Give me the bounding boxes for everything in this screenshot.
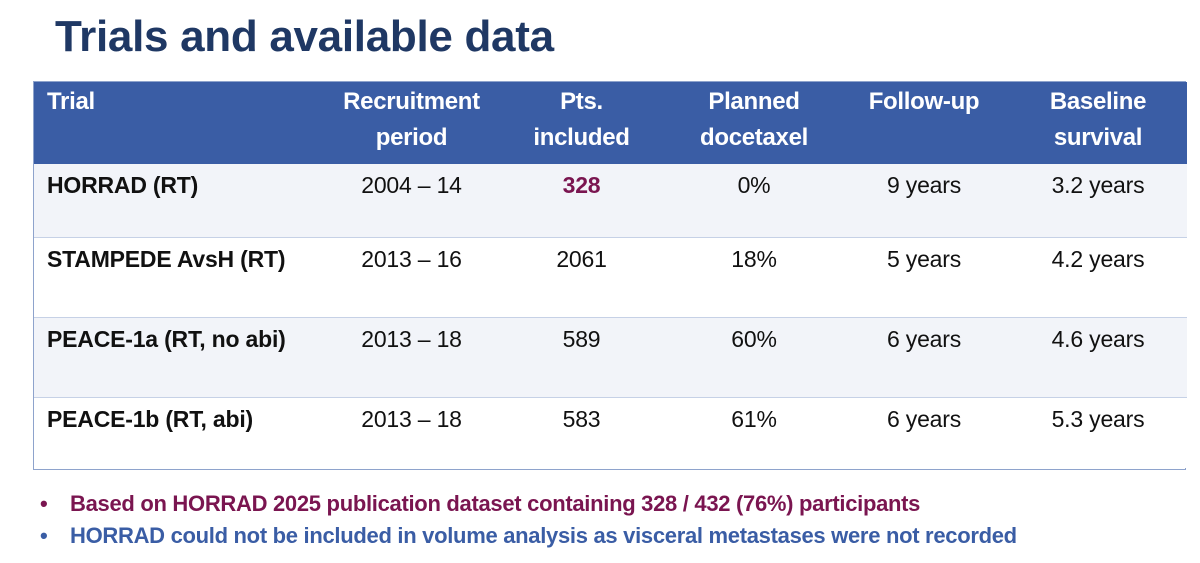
cell-pts: 589 [494,318,669,398]
header-pts-line1: Pts. [494,84,669,120]
note-item: • HORRAD could not be included in volume … [40,520,1017,552]
cell-docetaxel: 0% [669,164,839,238]
header-recruitment-period: Recruitment period [329,82,494,164]
trials-table-container: Trial Recruitment period Pts. included [33,81,1186,470]
cell-followup: 9 years [839,164,1009,238]
header-baseline-survival: Baseline survival [1009,82,1187,164]
table-row: PEACE-1a (RT, no abi) 2013 – 18 589 60% … [34,318,1187,398]
cell-baseline: 3.2 years [1009,164,1187,238]
cell-pts-highlight: 328 [494,164,669,238]
cell-recruitment: 2013 – 18 [329,398,494,469]
header-baseline-line2: survival [1009,120,1187,156]
cell-baseline: 4.2 years [1009,238,1187,318]
table-row: PEACE-1b (RT, abi) 2013 – 18 583 61% 6 y… [34,398,1187,469]
bullet-dot-icon: • [40,520,70,552]
cell-recruitment: 2013 – 16 [329,238,494,318]
cell-pts: 2061 [494,238,669,318]
note-text: Based on HORRAD 2025 publication dataset… [70,491,920,516]
header-planned-docetaxel: Planned docetaxel [669,82,839,164]
header-trial: Trial [34,82,329,164]
cell-recruitment: 2004 – 14 [329,164,494,238]
header-baseline-line1: Baseline [1009,84,1187,120]
header-recruitment-line1: Recruitment [329,84,494,120]
cell-followup: 6 years [839,318,1009,398]
cell-followup: 6 years [839,398,1009,469]
cell-recruitment: 2013 – 18 [329,318,494,398]
cell-docetaxel: 18% [669,238,839,318]
table-header-row: Trial Recruitment period Pts. included [34,82,1187,164]
table-row: STAMPEDE AvsH (RT) 2013 – 16 2061 18% 5 … [34,238,1187,318]
header-docetaxel-line1: Planned [669,84,839,120]
cell-docetaxel: 61% [669,398,839,469]
cell-docetaxel: 60% [669,318,839,398]
cell-baseline: 5.3 years [1009,398,1187,469]
header-followup-label: Follow-up [839,82,1009,120]
header-recruitment-line2: period [329,120,494,156]
bullet-dot-icon: • [40,488,70,520]
note-text: HORRAD could not be included in volume a… [70,523,1017,548]
trials-table: Trial Recruitment period Pts. included [34,82,1187,468]
header-docetaxel-line2: docetaxel [669,120,839,156]
cell-pts: 583 [494,398,669,469]
note-item: • Based on HORRAD 2025 publication datase… [40,488,1017,520]
notes-list: • Based on HORRAD 2025 publication datase… [40,488,1017,552]
cell-baseline: 4.6 years [1009,318,1187,398]
cell-trial: STAMPEDE AvsH (RT) [34,238,329,318]
cell-trial: HORRAD (RT) [34,164,329,238]
cell-followup: 5 years [839,238,1009,318]
table-row: HORRAD (RT) 2004 – 14 328 0% 9 years 3.2… [34,164,1187,238]
header-pts-included: Pts. included [494,82,669,164]
cell-trial: PEACE-1a (RT, no abi) [34,318,329,398]
slide-title: Trials and available data [55,10,554,64]
cell-trial: PEACE-1b (RT, abi) [34,398,329,469]
header-follow-up: Follow-up [839,82,1009,164]
header-trial-label: Trial [47,82,329,120]
header-pts-line2: included [494,120,669,156]
